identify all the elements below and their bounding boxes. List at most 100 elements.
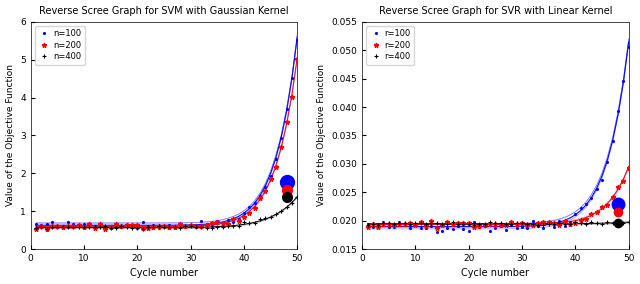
r=400 <box>604 221 611 224</box>
r=100 <box>588 196 595 200</box>
r=200 <box>486 222 494 225</box>
n=100 <box>182 224 189 228</box>
r=100 <box>556 220 563 223</box>
r=100 <box>476 225 483 229</box>
Line: n=100: n=100 <box>35 39 299 231</box>
n=200 <box>54 224 61 227</box>
n=400 <box>43 227 51 231</box>
r=100 <box>385 225 393 229</box>
n=100 <box>251 201 259 204</box>
n=400 <box>32 227 40 230</box>
r=100 <box>550 225 558 229</box>
n=100 <box>214 220 221 223</box>
n=100 <box>245 206 253 209</box>
n=200 <box>198 225 205 228</box>
n=100 <box>203 222 211 226</box>
n=100 <box>160 224 168 228</box>
r=200 <box>492 222 499 225</box>
n=200 <box>59 225 67 229</box>
n=400 <box>38 225 45 229</box>
r=200 <box>449 222 456 225</box>
r=200 <box>454 222 462 225</box>
n=400 <box>267 216 275 219</box>
r=400 <box>433 221 440 224</box>
r=400 <box>444 222 451 226</box>
n=200 <box>80 225 88 229</box>
r=100 <box>369 225 377 229</box>
r=200 <box>422 225 430 228</box>
r=400 <box>556 222 563 225</box>
n=100 <box>139 221 147 224</box>
r=400 <box>534 223 542 227</box>
n=400 <box>107 226 115 229</box>
r=400 <box>396 222 403 225</box>
n=400 <box>144 225 152 229</box>
r=100 <box>620 80 627 83</box>
r=100 <box>481 225 488 228</box>
r=200 <box>465 222 472 225</box>
r=100 <box>449 228 456 231</box>
n=200 <box>86 222 93 225</box>
r=100 <box>577 207 584 210</box>
r=200 <box>566 223 574 226</box>
r=200 <box>369 223 377 226</box>
n=200 <box>293 57 301 60</box>
n=100 <box>208 224 216 227</box>
r=400 <box>518 221 526 224</box>
r=100 <box>428 224 435 227</box>
r=200 <box>401 222 409 225</box>
n=400 <box>112 226 120 229</box>
Line: n=200: n=200 <box>34 56 300 232</box>
n=200 <box>139 227 147 230</box>
r=100 <box>497 225 504 228</box>
r=400 <box>401 222 409 225</box>
Line: r=100: r=100 <box>366 45 630 234</box>
r=200 <box>417 220 425 223</box>
n=400 <box>208 227 216 230</box>
n=100 <box>86 224 93 228</box>
r=400 <box>497 221 504 225</box>
n=200 <box>182 224 189 227</box>
n=400 <box>277 209 285 213</box>
n=100 <box>134 226 141 229</box>
r=400 <box>390 222 398 225</box>
r=400 <box>374 224 382 227</box>
n=400 <box>251 222 259 225</box>
r=200 <box>572 221 579 224</box>
n=400 <box>75 226 83 229</box>
r=200 <box>433 226 440 229</box>
Line: r=200: r=200 <box>365 165 631 230</box>
r=200 <box>593 210 600 213</box>
n=200 <box>102 228 109 231</box>
r=400 <box>625 221 632 224</box>
n=100 <box>283 107 291 111</box>
X-axis label: Cycle number: Cycle number <box>130 268 198 278</box>
r=100 <box>524 226 531 229</box>
n=100 <box>43 222 51 226</box>
n=100 <box>118 225 125 229</box>
n=200 <box>32 227 40 231</box>
n=400 <box>198 225 205 229</box>
n=100 <box>32 223 40 226</box>
n=200 <box>176 222 184 226</box>
r=400 <box>412 222 419 225</box>
n=400 <box>240 220 248 224</box>
Y-axis label: Value of the Objective Function: Value of the Objective Function <box>6 64 15 206</box>
n=400 <box>59 225 67 229</box>
r=100 <box>444 227 451 230</box>
n=100 <box>155 226 163 229</box>
r=200 <box>561 219 568 223</box>
r=100 <box>529 219 536 222</box>
r=400 <box>577 222 584 225</box>
n=400 <box>70 225 77 229</box>
n=400 <box>155 224 163 227</box>
r=400 <box>566 223 574 226</box>
n=400 <box>134 226 141 229</box>
n=100 <box>64 220 72 224</box>
n=400 <box>54 225 61 229</box>
r=200 <box>604 203 611 206</box>
r=400 <box>561 222 568 225</box>
n=200 <box>118 224 125 228</box>
r=100 <box>417 226 425 230</box>
r=100 <box>374 223 382 226</box>
